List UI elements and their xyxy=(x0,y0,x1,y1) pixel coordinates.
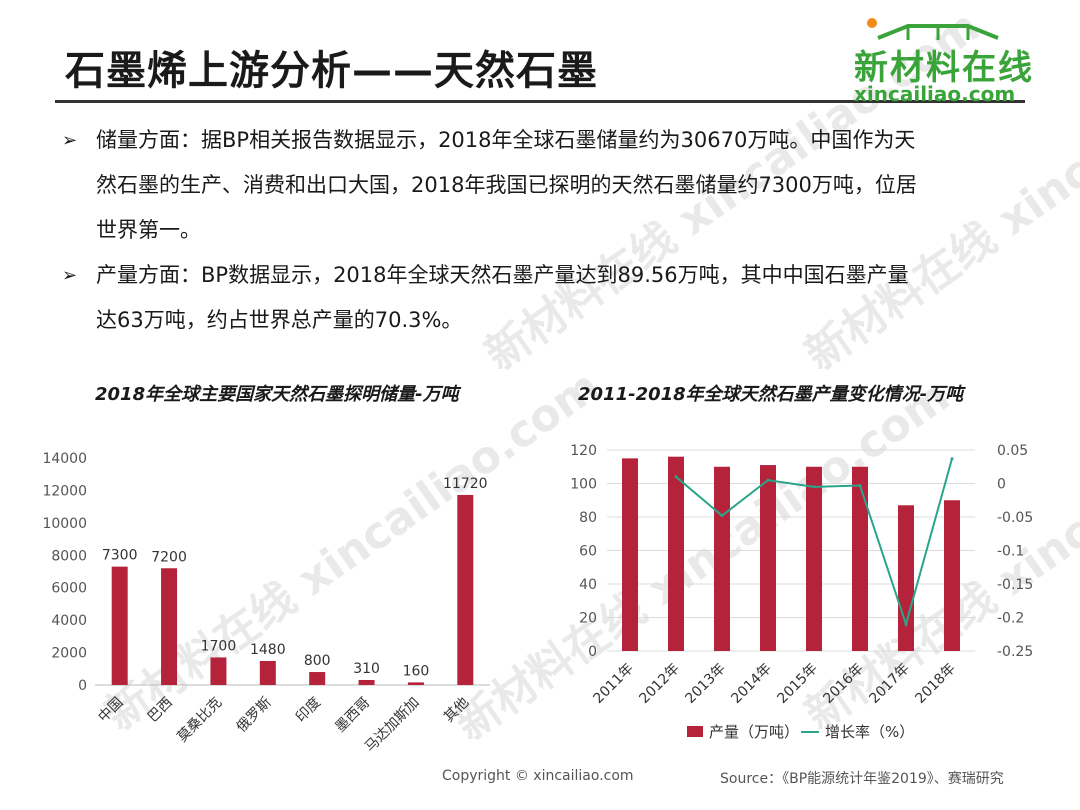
line-point xyxy=(674,475,678,479)
line-point xyxy=(904,622,908,626)
data-label: 11720 xyxy=(443,476,488,492)
line-point xyxy=(950,457,954,461)
y-right-tick-label: -0.2 xyxy=(997,611,1024,627)
bullet-line: 然石墨的生产、消费和出口大国，2018年我国已探明的天然石墨储量约7300万吨，… xyxy=(96,173,917,197)
arrow-bullet-icon: ➢ xyxy=(62,130,78,151)
bar xyxy=(111,566,128,685)
y-left-tick-label: 40 xyxy=(579,577,597,593)
x-tick-label: 2016年 xyxy=(820,661,866,707)
bar xyxy=(358,679,375,685)
bar xyxy=(760,465,776,651)
logo-name-cn: 新材料在线 xyxy=(854,48,1034,88)
y-left-tick-label: 20 xyxy=(579,611,597,627)
y-left-tick-label: 80 xyxy=(579,510,597,526)
y-right-tick-label: 0 xyxy=(997,477,1006,493)
x-tick-label: 2018年 xyxy=(912,661,958,707)
y-tick-label: 14000 xyxy=(42,451,87,467)
x-tick-label: 2015年 xyxy=(774,661,820,707)
x-tick-label: 墨西哥 xyxy=(332,695,373,736)
data-label: 7300 xyxy=(102,548,138,564)
x-tick-label: 莫桑比克 xyxy=(174,695,225,746)
bar xyxy=(898,505,914,651)
x-tick-label: 巴西 xyxy=(145,695,176,726)
legend-swatch-bar xyxy=(687,726,703,737)
x-tick-label: 其他 xyxy=(441,695,472,726)
x-tick-label: 中国 xyxy=(95,695,126,726)
logo-name-en: xincailiao.com xyxy=(854,82,1016,106)
bullet-line: 达63万吨，约占世界总产量的70.3%。 xyxy=(96,308,463,332)
y-right-tick-label: 0.05 xyxy=(997,443,1028,459)
line-point xyxy=(858,484,862,488)
page-title: 石墨烯上游分析——天然石墨 xyxy=(65,48,598,94)
line-point xyxy=(720,514,724,518)
bullet-line: 世界第一。 xyxy=(96,218,201,242)
x-tick-label: 2012年 xyxy=(636,661,682,707)
line-point xyxy=(766,478,770,482)
legend-label: 产量（万吨） xyxy=(709,723,799,741)
chart-title-reserves: 2018年全球主要国家天然石墨探明储量-万吨 xyxy=(95,384,459,405)
line-point xyxy=(812,485,816,489)
data-label: 310 xyxy=(353,661,380,677)
bar xyxy=(259,661,276,685)
bar xyxy=(457,494,474,685)
y-left-tick-label: 60 xyxy=(579,544,597,560)
data-label: 1480 xyxy=(250,642,286,658)
y-tick-label: 8000 xyxy=(51,548,87,564)
x-tick-label: 2017年 xyxy=(866,661,912,707)
y-tick-label: 12000 xyxy=(42,483,87,499)
y-right-tick-label: -0.15 xyxy=(997,577,1033,593)
bullet-reserves: ➢ 储量方面：据BP相关报告数据显示，2018年全球石墨储量约为30670万吨。… xyxy=(62,118,1042,253)
copyright-text: Copyright © xincailiao.com xyxy=(442,768,634,784)
production-combo-chart: 0 20 40 60 80 100 120 0.05 0 -0.05 -0.1 -0.15 -0.2 -0… xyxy=(570,443,1033,741)
bar xyxy=(161,568,178,685)
bar xyxy=(852,466,868,651)
y-right-tick-label: -0.25 xyxy=(997,644,1033,660)
bar xyxy=(309,672,326,685)
data-label: 160 xyxy=(403,663,430,679)
roof-icon xyxy=(867,18,999,40)
x-tick-label: 俄罗斯 xyxy=(234,695,275,736)
y-right-tick-label: -0.05 xyxy=(997,510,1033,526)
y-left-tick-label: 100 xyxy=(570,477,597,493)
title-divider xyxy=(55,100,1025,103)
y-tick-label: 4000 xyxy=(51,613,87,629)
y-left-tick-label: 0 xyxy=(588,644,597,660)
x-tick-label: 2014年 xyxy=(728,661,774,707)
legend-label: 增长率（%） xyxy=(825,723,914,741)
brand-logo: 新材料在线 xincailiao.com xyxy=(848,16,1038,106)
reserves-bar-chart: 0 2000 4000 6000 8000 10000 12000 14000 7300 中国 72… xyxy=(42,451,490,755)
bar xyxy=(714,466,730,651)
bullet-line: 产量方面：BP数据显示，2018年全球天然石墨产量达到89.56万吨，其中中国石… xyxy=(96,263,909,287)
bullet-list: ➢ 储量方面：据BP相关报告数据显示，2018年全球石墨储量约为30670万吨。… xyxy=(62,118,1042,343)
y-left-tick-label: 120 xyxy=(570,443,597,459)
data-label: 7200 xyxy=(151,549,187,565)
bullet-line: 储量方面：据BP相关报告数据显示，2018年全球石墨储量约为30670万吨。中国… xyxy=(96,128,916,152)
bar xyxy=(806,466,822,651)
x-tick-label: 印度 xyxy=(293,695,324,726)
y-right-tick-label: -0.1 xyxy=(997,544,1024,560)
data-label: 800 xyxy=(304,653,331,669)
y-tick-label: 10000 xyxy=(42,516,87,532)
y-tick-label: 0 xyxy=(78,678,87,694)
bar xyxy=(944,500,960,651)
source-text: Source：《BP能源统计年鉴2019》、赛瑞研究 xyxy=(720,771,1004,787)
x-tick-label: 2011年 xyxy=(590,661,636,707)
y-tick-label: 2000 xyxy=(51,646,87,662)
x-tick-label: 2013年 xyxy=(682,661,728,707)
bar xyxy=(210,657,227,685)
y-tick-label: 6000 xyxy=(51,581,87,597)
bar xyxy=(407,682,424,685)
arrow-bullet-icon: ➢ xyxy=(62,265,78,286)
bar xyxy=(622,458,638,651)
chart-title-production: 2011-2018年全球天然石墨产量变化情况-万吨 xyxy=(578,384,964,405)
bullet-production: ➢ 产量方面：BP数据显示，2018年全球天然石墨产量达到89.56万吨，其中中… xyxy=(62,253,1042,343)
bar xyxy=(668,456,684,651)
data-label: 1700 xyxy=(201,638,237,654)
